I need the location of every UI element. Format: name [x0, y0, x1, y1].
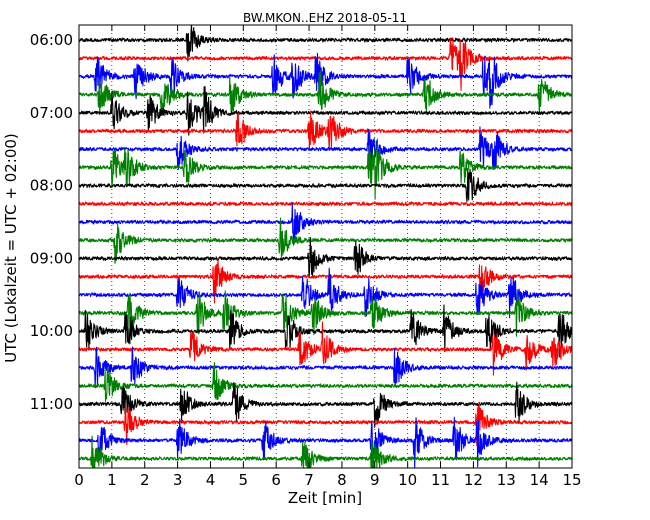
- trace-0615: [79, 37, 572, 91]
- y-tick-label: 06:00: [30, 31, 73, 49]
- trace-1030: [79, 346, 572, 389]
- y-tick-label: 10:00: [30, 322, 73, 340]
- y-tick-label: 09:00: [30, 249, 73, 267]
- trace-0700: [79, 86, 572, 136]
- chart-title: BW.MKON..EHZ 2018-05-11: [243, 11, 407, 25]
- x-tick-label: 12: [464, 471, 483, 489]
- y-axis-ticks: 06:00 07:00 08:00 09:00 10:00 11:00: [30, 31, 572, 413]
- x-tick-label: 9: [370, 471, 380, 489]
- trace-0745: [79, 138, 572, 200]
- x-tick-label: 7: [304, 471, 314, 489]
- trace-0900: [79, 236, 572, 279]
- trace-layer: [79, 25, 572, 468]
- x-axis-label: Zeit [min]: [288, 489, 362, 507]
- x-tick-label: 15: [562, 471, 581, 489]
- x-tick-label: 5: [239, 471, 249, 489]
- trace-0630: [79, 52, 572, 109]
- x-tick-label: 11: [431, 471, 450, 489]
- x-tick-label: 4: [206, 471, 216, 489]
- trace-1015: [79, 321, 572, 376]
- trace-1000: [79, 304, 572, 358]
- trace-0800: [79, 168, 572, 202]
- trace-0945: [79, 289, 572, 339]
- y-axis-label: UTC (Lokalzeit = UTC + 02:00): [2, 133, 20, 363]
- x-tick-label: 1: [107, 471, 117, 489]
- y-tick-label: 07:00: [30, 104, 73, 122]
- trace-1130: [79, 416, 572, 468]
- x-tick-label: 10: [398, 471, 417, 489]
- trace-0830: [79, 202, 572, 246]
- trace-0930: [79, 267, 572, 319]
- trace-0600: [79, 25, 572, 62]
- trace-0915: [79, 258, 572, 304]
- x-tick-label: 8: [337, 471, 347, 489]
- x-tick-label: 0: [74, 471, 84, 489]
- trace-0730: [79, 126, 572, 170]
- y-tick-label: 11:00: [30, 395, 73, 413]
- plot-frame: [78, 24, 573, 469]
- trace-1145: [79, 435, 572, 468]
- x-tick-label: 2: [140, 471, 150, 489]
- trace-0845: [79, 217, 572, 264]
- trace-1100: [79, 381, 572, 428]
- trace-1115: [79, 401, 572, 447]
- x-tick-label: 3: [173, 471, 183, 489]
- trace-0715: [79, 110, 572, 151]
- trace-0815: [79, 201, 572, 207]
- x-tick-label: 13: [497, 471, 516, 489]
- x-tick-label: 14: [530, 471, 549, 489]
- y-tick-label: 08:00: [30, 177, 73, 195]
- x-tick-label: 6: [271, 471, 281, 489]
- trace-1045: [79, 362, 572, 402]
- x-axis-ticks: 0 1 2 3 4 5 6 7 8 9 10 11 12 13 14 15: [74, 25, 582, 489]
